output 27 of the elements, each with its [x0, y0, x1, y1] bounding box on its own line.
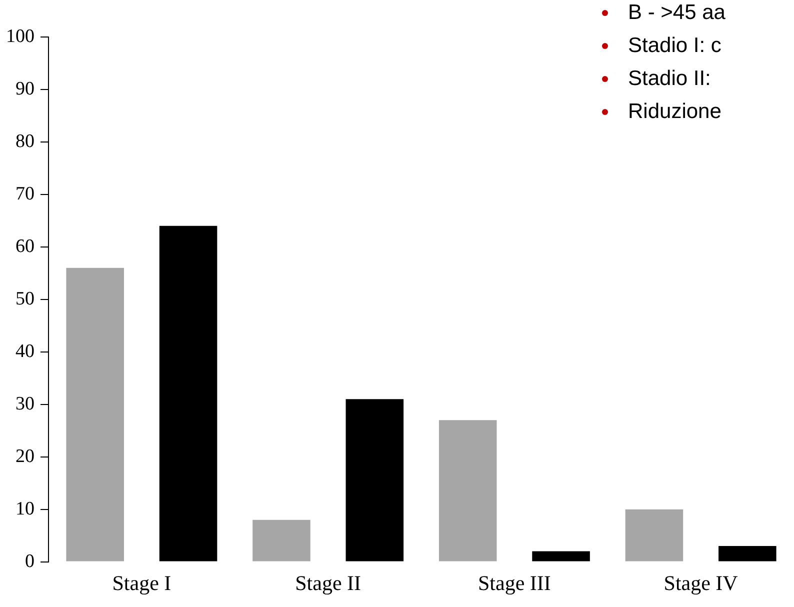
x-tick-label: Stage III: [478, 570, 551, 595]
bar: [346, 399, 404, 562]
bar: [66, 268, 124, 562]
y-tick-label: 40: [16, 340, 34, 362]
x-tick-label: Stage II: [295, 570, 362, 595]
annotation: Riduzione: [628, 100, 722, 123]
text: B - >45 aa: [628, 1, 726, 24]
bar: [159, 226, 218, 562]
y-tick-label: 20: [16, 446, 34, 467]
y-tick-label: 90: [16, 78, 34, 100]
y-tick-label: 30: [16, 393, 34, 414]
y-tick-label: 10: [16, 498, 34, 520]
y-tick-label: 70: [16, 183, 34, 204]
y-tick-label: 60: [16, 236, 34, 257]
bar: [438, 420, 497, 562]
annotation: Stadio I: c: [628, 34, 722, 57]
y-tick-label: 80: [16, 130, 34, 152]
bar: [532, 551, 590, 562]
x-tick-label: Stage I: [112, 570, 172, 595]
x-tick-label: Stage IV: [664, 570, 738, 595]
y-tick-label: 100: [6, 26, 34, 47]
y-tick-label: 50: [16, 288, 34, 310]
annotation: Stadio II:: [628, 67, 711, 90]
bar: [718, 546, 776, 562]
bar: [625, 509, 684, 562]
bar: [252, 520, 310, 562]
y-tick-label: 0: [25, 550, 34, 572]
